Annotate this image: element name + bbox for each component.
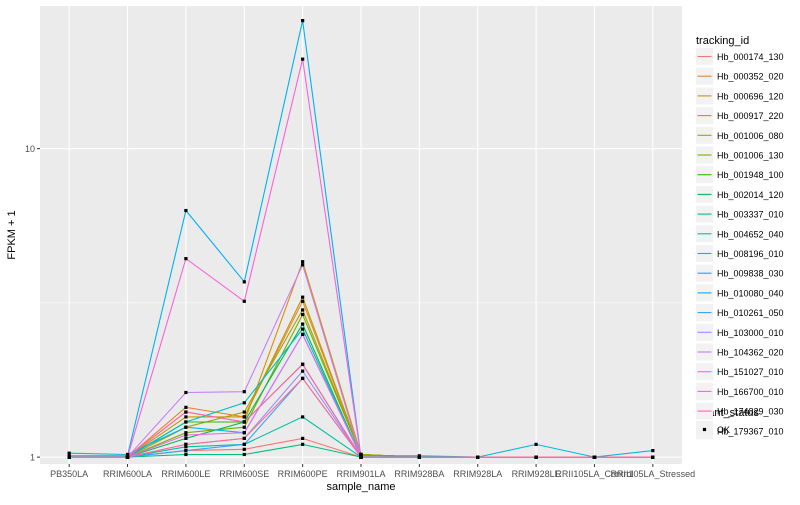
legend-label: Hb_002014_120 <box>717 190 784 200</box>
legend-title: tracking_id <box>696 35 749 47</box>
data-point <box>242 415 246 419</box>
x-tick-label: RRIM600SE <box>219 469 269 479</box>
data-point <box>301 376 305 380</box>
x-tick-label: RRIM600LE <box>161 469 210 479</box>
legend-label: Hb_104362_020 <box>717 348 784 358</box>
data-point <box>301 442 305 446</box>
data-point <box>184 390 188 395</box>
y-tick-label: 1 <box>30 453 35 463</box>
data-point <box>301 332 305 336</box>
data-point <box>651 448 655 453</box>
data-point <box>301 308 305 312</box>
data-point <box>301 327 305 331</box>
data-point <box>301 295 305 299</box>
legend: tracking_id quant_status Hb_000174_130Hb… <box>696 35 784 440</box>
x-tick-label: RRIM600LA <box>103 469 152 479</box>
legend-label: Hb_001948_100 <box>717 170 784 180</box>
data-point <box>242 401 246 405</box>
data-point <box>184 445 188 449</box>
points-layer <box>67 19 655 459</box>
data-point <box>184 257 188 261</box>
legend-label: Hb_003337_010 <box>717 210 784 220</box>
legend-label: Hb_151027_010 <box>717 367 784 377</box>
data-point <box>301 415 305 419</box>
x-tick-label: RRIM901LA <box>336 469 385 479</box>
data-point <box>184 442 188 446</box>
legend-label: Hb_179367_010 <box>717 426 784 436</box>
point-legend-marker <box>702 427 707 432</box>
data-point <box>184 436 188 441</box>
data-point <box>301 322 305 326</box>
data-point <box>242 431 246 435</box>
data-point <box>242 420 246 424</box>
data-point <box>359 455 363 459</box>
data-point <box>125 455 130 459</box>
legend-label: Hb_008196_010 <box>717 249 784 259</box>
data-point <box>242 452 246 457</box>
data-point <box>301 312 305 317</box>
legend-label: Hb_001006_080 <box>717 131 784 141</box>
data-point <box>242 436 246 441</box>
x-tick-label: RRIM600PE <box>278 469 328 479</box>
data-point <box>417 455 421 459</box>
y-tick-label: 10 <box>25 144 35 154</box>
data-point <box>301 299 305 303</box>
data-point <box>184 405 188 409</box>
data-point <box>242 442 246 446</box>
data-point <box>301 57 305 61</box>
x-tick-label: RRIM928LA <box>453 469 502 479</box>
data-point <box>592 455 597 459</box>
data-point <box>301 362 305 366</box>
y-axis-title: FPKM + 1 <box>6 210 18 259</box>
legend-label: Hb_001006_130 <box>717 151 784 161</box>
x-tick-label: RRIM928LE <box>512 469 561 479</box>
data-point <box>184 208 188 213</box>
data-point <box>184 420 188 424</box>
data-point <box>242 410 246 414</box>
data-point <box>184 410 188 414</box>
data-point <box>301 369 305 373</box>
data-point <box>242 280 246 284</box>
data-point <box>184 448 188 453</box>
data-point <box>301 263 305 267</box>
data-point <box>242 299 246 303</box>
x-tick-label: RRII105LA_Stressed <box>611 469 696 479</box>
data-point <box>301 19 305 23</box>
data-point <box>534 442 538 446</box>
data-point <box>67 451 71 455</box>
data-point <box>184 425 188 429</box>
data-point <box>651 455 655 459</box>
legend-label: Hb_103000_010 <box>717 328 784 338</box>
x-tick-label: PB350LA <box>50 469 88 479</box>
data-point <box>242 425 246 429</box>
data-point <box>242 390 246 394</box>
data-point <box>184 431 188 435</box>
data-point <box>67 455 71 459</box>
point-legend-label: OK <box>717 425 730 435</box>
data-point <box>184 433 188 437</box>
legend-label: Hb_000917_220 <box>717 111 784 121</box>
data-point <box>301 436 305 441</box>
x-axis-title: sample_name <box>326 481 395 493</box>
data-point <box>242 447 246 451</box>
data-point <box>184 415 188 419</box>
data-point <box>184 452 188 457</box>
legend-label: Hb_174829_030 <box>717 407 784 417</box>
legend-label: Hb_004652_040 <box>717 229 784 239</box>
legend-label: Hb_010080_040 <box>717 288 784 298</box>
x-tick-label: RRIM928BA <box>394 469 444 479</box>
legend-label: Hb_166700_010 <box>717 387 784 397</box>
legend-label: Hb_000696_120 <box>717 91 784 101</box>
legend-label: Hb_009838_030 <box>717 269 784 279</box>
legend-label: Hb_000352_020 <box>717 72 784 82</box>
x-tick-label: RRII105LA_Control <box>555 469 633 479</box>
legend-label: Hb_010261_050 <box>717 308 784 318</box>
legend-label: Hb_000174_130 <box>717 52 784 62</box>
data-point <box>301 260 305 264</box>
data-point <box>476 455 480 459</box>
data-point <box>534 455 538 459</box>
axis-layer: 1 10 PB350LA RRIM600LA RRIM600LE RRIM600SE RRI… <box>25 144 695 479</box>
